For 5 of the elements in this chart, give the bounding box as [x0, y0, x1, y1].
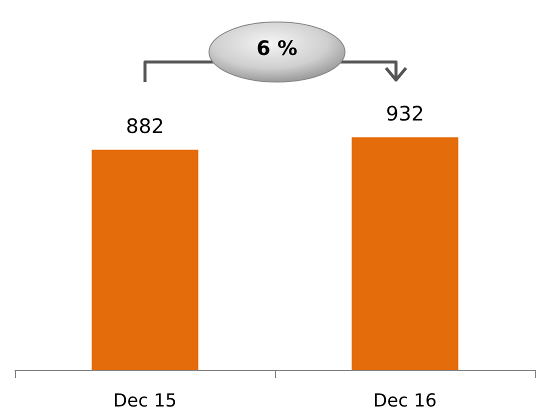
x-tick-label: Dec 15 — [113, 390, 177, 412]
text: 6 % — [256, 36, 298, 60]
data-label: 932 — [386, 101, 424, 126]
x-tick-label: Dec 16 — [373, 390, 437, 412]
data-label: 882 — [126, 114, 164, 138]
